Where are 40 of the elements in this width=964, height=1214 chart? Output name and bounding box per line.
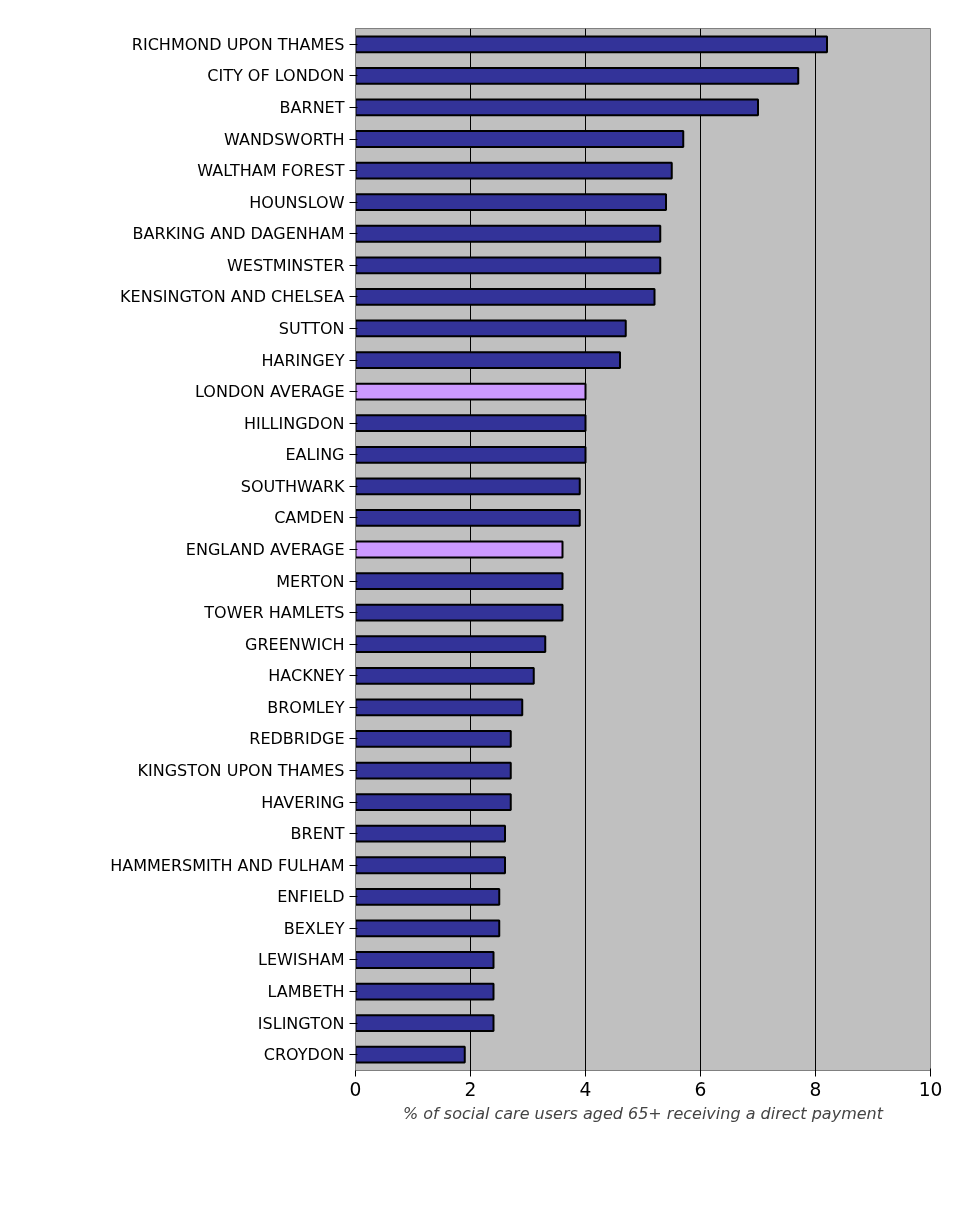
y-tick-label: BRENT — [290, 824, 345, 844]
y-tick-label: RICHMOND UPON THAMES — [131, 34, 345, 54]
y-tick-label: LEWISHAM — [258, 950, 345, 970]
y-tick-label: SOUTHWARK — [240, 476, 346, 496]
y-tick-label: WANDSWORTH — [223, 129, 345, 149]
y-tick-label: WALTHAM FOREST — [197, 161, 345, 181]
y-tick-label: LAMBETH — [267, 982, 345, 1002]
y-tick-label: TOWER HAMLETS — [203, 603, 345, 623]
y-tick-label: HOUNSLOW — [249, 192, 345, 212]
y-tick-label: HARINGEY — [261, 350, 345, 370]
x-tick-label: 2 — [464, 1078, 477, 1100]
y-tick-label: BARKING AND DAGENHAM — [132, 224, 345, 244]
y-tick-label: CROYDON — [263, 1045, 345, 1065]
y-tick-label: HACKNEY — [268, 666, 345, 686]
y-tick-label: EALING — [285, 445, 345, 465]
x-tick-label: 8 — [809, 1078, 822, 1100]
y-tick-label: ENFIELD — [277, 887, 345, 907]
y-tick-label: SUTTON — [278, 318, 345, 338]
y-tick-label: BARNET — [279, 97, 345, 117]
x-tick-label: 6 — [694, 1078, 707, 1100]
y-tick-label: WESTMINSTER — [226, 255, 345, 275]
y-tick-label: CAMDEN — [274, 508, 345, 528]
y-tick-label: ENGLAND AVERAGE — [185, 540, 345, 559]
y-tick-label: HAVERING — [261, 792, 345, 812]
y-tick-label: BEXLEY — [283, 918, 345, 938]
y-tick-label: ISLINGTON — [257, 1013, 345, 1033]
y-tick-label: GREENWICH — [245, 634, 345, 654]
y-tick-label: MERTON — [276, 571, 345, 591]
y-tick-label: REDBRIDGE — [249, 729, 345, 749]
y-tick-label: KINGSTON UPON THAMES — [137, 761, 345, 781]
y-tick-label: LONDON AVERAGE — [195, 382, 345, 402]
x-tick-label: 4 — [579, 1078, 592, 1100]
y-tick-label: KENSINGTON AND CHELSEA — [120, 287, 345, 307]
y-tick-label: HAMMERSMITH AND FULHAM — [110, 855, 345, 875]
y-tick-label: CITY OF LONDON — [207, 66, 345, 86]
x-tick-label: 0 — [349, 1078, 362, 1100]
x-axis-title: % of social care users aged 65+ receiving a direct payment — [403, 1103, 884, 1123]
y-tick-label: HILLINGDON — [243, 413, 345, 433]
y-tick-label: BROMLEY — [267, 697, 345, 717]
x-tick-label: 10 — [918, 1078, 943, 1100]
